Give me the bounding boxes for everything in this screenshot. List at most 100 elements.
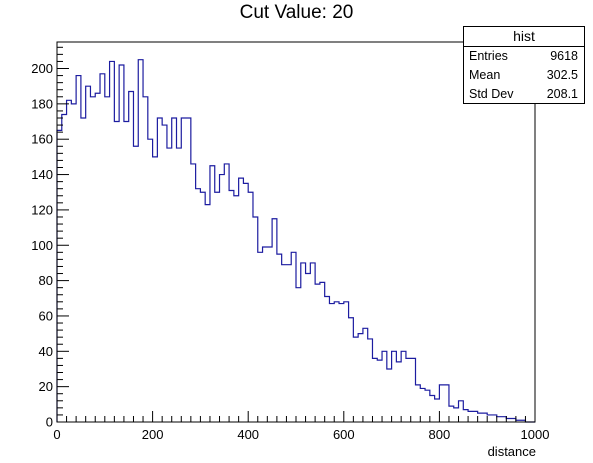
y-tick-label: 0 bbox=[46, 415, 53, 430]
histogram-bin bbox=[196, 189, 201, 422]
histogram-bin bbox=[282, 265, 287, 422]
stats-box: hist Entries 9618 Mean 302.5 Std Dev 208… bbox=[463, 26, 585, 104]
y-tick-label: 200 bbox=[31, 61, 53, 76]
histogram-bin bbox=[353, 337, 358, 422]
histogram-bin bbox=[191, 164, 196, 422]
histogram-bin bbox=[363, 328, 368, 422]
y-tick-label: 180 bbox=[31, 96, 53, 111]
histogram-bin bbox=[401, 351, 406, 422]
y-tick-label: 60 bbox=[39, 308, 53, 323]
histogram-bin bbox=[133, 146, 138, 422]
histogram-bin bbox=[478, 413, 483, 422]
histogram-series bbox=[56, 59, 535, 423]
histogram-bin bbox=[416, 385, 421, 422]
histogram-bin bbox=[454, 408, 459, 422]
histogram-bin bbox=[167, 148, 172, 422]
histogram-bin bbox=[435, 399, 440, 422]
y-tick-label: 120 bbox=[31, 202, 53, 217]
histogram-bin bbox=[473, 411, 478, 422]
histogram-bin bbox=[344, 302, 349, 422]
histogram-bin bbox=[329, 304, 334, 422]
histogram-bin bbox=[439, 385, 444, 422]
histogram-bin bbox=[406, 358, 411, 422]
y-tick-label: 160 bbox=[31, 132, 53, 147]
histogram-bin bbox=[411, 358, 416, 422]
histogram-bin bbox=[310, 263, 315, 422]
histogram-bin bbox=[205, 205, 210, 422]
histogram-bin bbox=[444, 385, 449, 422]
chart-title: Cut Value: 20 bbox=[239, 2, 354, 23]
histogram-bin bbox=[296, 288, 301, 422]
histogram-bin bbox=[382, 351, 387, 422]
histogram-bin bbox=[71, 104, 76, 422]
histogram-bin bbox=[497, 417, 502, 422]
x-tick-label: 0 bbox=[53, 427, 60, 442]
histogram-bin bbox=[306, 274, 311, 422]
histogram-bin bbox=[482, 413, 487, 422]
histogram-bin bbox=[100, 74, 105, 422]
histogram-bin bbox=[186, 118, 191, 422]
histogram-bin bbox=[124, 122, 129, 422]
histogram-bin bbox=[468, 411, 473, 422]
stats-row-mean: Mean 302.5 bbox=[464, 66, 584, 85]
histogram-bin bbox=[239, 178, 244, 422]
histogram-bin bbox=[248, 192, 253, 422]
stats-box-title: hist bbox=[464, 27, 584, 47]
histogram-bin bbox=[76, 76, 81, 422]
histogram-bin bbox=[372, 358, 377, 422]
y-tick-label: 80 bbox=[39, 273, 53, 288]
histogram-bin bbox=[143, 97, 148, 422]
axes: 0 200 400 600 800 1000 0 20 40 60 80 100 120 140 160 18… bbox=[31, 46, 549, 442]
histogram-bin bbox=[253, 217, 258, 422]
stats-label: Entries bbox=[469, 49, 508, 63]
x-tick-label: 400 bbox=[237, 427, 259, 442]
histogram-bin bbox=[177, 148, 182, 422]
histogram-bin bbox=[148, 139, 153, 422]
histogram-bin bbox=[224, 164, 229, 422]
histogram-bin bbox=[502, 417, 507, 422]
histogram-bin bbox=[210, 166, 215, 422]
histogram-bin bbox=[463, 410, 468, 422]
histogram-bin bbox=[425, 390, 430, 422]
histogram-bin bbox=[172, 118, 177, 422]
histogram-bin bbox=[459, 401, 464, 422]
x-axis-label: distance bbox=[487, 444, 536, 459]
histogram-bin bbox=[229, 190, 234, 422]
y-tick-label: 40 bbox=[39, 344, 53, 359]
histogram-bin bbox=[286, 265, 291, 422]
histogram-bin bbox=[377, 360, 382, 422]
histogram-bin bbox=[110, 61, 115, 422]
stats-label: Mean bbox=[469, 68, 501, 82]
x-tick-label: 200 bbox=[142, 427, 164, 442]
histogram-bin bbox=[90, 97, 95, 422]
histogram-bin bbox=[258, 252, 263, 422]
histogram-bin bbox=[138, 60, 143, 422]
histogram-bin bbox=[181, 118, 186, 422]
histogram-bin bbox=[358, 334, 363, 422]
histogram-bin bbox=[215, 192, 220, 422]
histogram-bin bbox=[334, 302, 339, 422]
histogram-bin bbox=[86, 86, 91, 422]
histogram-bin bbox=[396, 362, 401, 422]
histogram-bin bbox=[129, 91, 134, 422]
histogram-bin bbox=[492, 415, 497, 422]
histogram-bin bbox=[162, 125, 167, 422]
histogram-bin bbox=[157, 118, 162, 422]
histogram-bin bbox=[420, 388, 425, 422]
histogram-bin bbox=[301, 263, 306, 422]
histogram-bin bbox=[234, 196, 239, 422]
histogram-bin bbox=[220, 175, 225, 422]
histogram-outline bbox=[56, 59, 535, 423]
histogram-bin bbox=[349, 318, 354, 422]
histogram-bin bbox=[487, 415, 492, 422]
stats-label: Std Dev bbox=[469, 87, 514, 101]
histogram-bin bbox=[506, 418, 511, 422]
histogram-bin bbox=[243, 183, 248, 422]
stats-value: 208.1 bbox=[546, 87, 578, 101]
histogram-bin bbox=[153, 157, 158, 422]
histogram-bin bbox=[200, 192, 205, 422]
histogram-bin bbox=[392, 351, 397, 422]
histogram-bin bbox=[315, 284, 320, 422]
histogram-bin bbox=[263, 247, 268, 422]
